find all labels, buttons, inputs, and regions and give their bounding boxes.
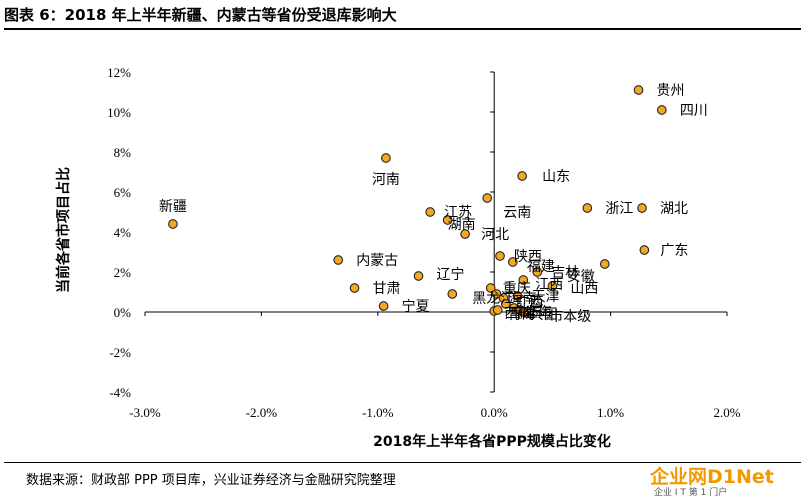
- data-point-天津: [512, 291, 523, 301]
- point-label-吉林: 吉林: [551, 265, 579, 281]
- watermark-sub: 企业 I T 第 1 门户: [654, 486, 727, 497]
- point-label-西藏: 西藏: [504, 306, 532, 322]
- y-tick-label: 4%: [114, 225, 132, 240]
- point-label-兵团: 兵团: [530, 307, 558, 323]
- point-label-湖南: 湖南: [448, 217, 476, 233]
- x-axis-label: 2018年上半年各省PPP规模占比变化: [373, 433, 611, 450]
- point-label-福建: 福建: [527, 259, 555, 275]
- figure-title: 图表 6：2018 年上半年新疆、内蒙古等省份受退库影响大: [4, 4, 801, 30]
- point-label-河南: 河南: [372, 172, 400, 188]
- point-label-山东: 山东: [542, 169, 570, 185]
- data-point-浙江: [582, 203, 593, 213]
- point-label-江苏: 江苏: [444, 205, 472, 221]
- x-tick-label: 2.0%: [713, 405, 740, 420]
- point-label-广西: 广西: [516, 295, 544, 311]
- point-label-青海: 青海: [508, 307, 536, 323]
- d1net-watermark-logo: 企业网D1Net 企业 I T 第 1 门户: [649, 465, 774, 497]
- data-point-甘肃: [349, 283, 360, 293]
- point-label-安徽: 安徽: [567, 269, 595, 285]
- x-tick-label: -3.0%: [129, 405, 161, 420]
- y-tick-label: -4%: [109, 385, 131, 400]
- y-tick-label: 8%: [114, 145, 132, 160]
- point-label-内蒙古: 内蒙古: [356, 253, 398, 269]
- data-point-内蒙古: [333, 255, 344, 265]
- point-label-上海: 上海: [524, 305, 552, 321]
- data-point-江西: [518, 275, 529, 285]
- y-tick-label: 12%: [107, 65, 131, 80]
- data-point-广东: [639, 245, 650, 255]
- x-tick-label: -1.0%: [362, 405, 394, 420]
- point-label-江西: 江西: [535, 277, 563, 293]
- data-point-安徽: [599, 259, 610, 269]
- data-point-新疆: [168, 219, 178, 229]
- axis-ticks: [144, 71, 728, 393]
- y-tick-label: 10%: [107, 105, 131, 120]
- data-point-陕西: [495, 251, 505, 261]
- point-labels: 贵州四川河南 山东新疆 云南 浙江 湖北 江苏湖南河北广东安徽 内蒙古 陕西福建吉林 辽宁江西山…: [159, 83, 708, 325]
- y-tick-label: 6%: [114, 185, 132, 200]
- data-point-青海: [492, 305, 503, 315]
- data-point-四川: [656, 105, 667, 115]
- point-label-云南: 云南: [503, 205, 531, 221]
- point-label-辽宁: 辽宁: [437, 266, 465, 283]
- point-label-天津: 天津: [531, 289, 559, 305]
- data-point-辽宁: [413, 271, 424, 281]
- point-label-重庆: 重庆: [503, 281, 531, 297]
- x-tick-labels: -3.0% -2.0% -1.0% 0.0% 1.0% 2.0%: [129, 405, 740, 420]
- point-label-广东: 广东: [660, 243, 688, 259]
- data-point-云南: [482, 193, 493, 203]
- data-point-河北: [460, 229, 470, 239]
- x-tick-label: 1.0%: [597, 405, 624, 420]
- data-point-重庆: [485, 283, 496, 293]
- data-source-note: 数据来源：财政部 PPP 项目库，兴业证券经济与金融研究院整理: [26, 473, 396, 488]
- data-point-市本级: [518, 307, 529, 317]
- data-point-贵州: [633, 85, 644, 95]
- point-label-市本级: 市本级: [549, 308, 591, 325]
- data-point-山东: [517, 171, 527, 181]
- data-point-山西: [547, 281, 558, 291]
- point-label-贵州: 贵州: [657, 83, 685, 99]
- data-point-江苏: [425, 207, 436, 217]
- point-label-浙江: 浙江: [605, 201, 633, 217]
- data-point-湖北: [637, 203, 647, 213]
- point-label-陕西: 陕西: [514, 249, 542, 265]
- y-axis-label: 当前各省市项目占比: [55, 167, 72, 293]
- footer: 数据来源：财政部 PPP 项目库，兴业证券经济与金融研究院整理 企业网D1Net…: [4, 462, 801, 499]
- data-point-湖南: [442, 215, 453, 225]
- point-label-甘肃: 甘肃: [373, 281, 401, 297]
- data-point-吉林: [532, 267, 543, 277]
- data-point-福建: [507, 257, 518, 267]
- data-points: [168, 85, 667, 317]
- point-label-北京: 北京: [516, 303, 544, 319]
- y-tick-label: -2%: [109, 345, 131, 360]
- x-tick-label: -2.0%: [246, 405, 278, 420]
- point-label-黑龙江: 黑龙江: [472, 291, 514, 307]
- x-tick-label: 0.0%: [481, 405, 508, 420]
- y-tick-labels: 12% 10% 8% 6% 4% 2% 0% -2% -4%: [107, 65, 131, 400]
- data-point-黑龙江: [447, 289, 458, 299]
- data-point-河南: [381, 153, 391, 163]
- point-label-海南: 海南: [509, 291, 537, 307]
- y-tick-label: 2%: [114, 265, 132, 280]
- point-label-山西: 山西: [570, 281, 598, 297]
- point-label-湖北: 湖北: [660, 201, 688, 217]
- point-label-新疆: 新疆: [159, 199, 187, 215]
- data-point-北京: [500, 299, 511, 309]
- y-tick-label: 0%: [114, 305, 132, 320]
- point-label-宁夏: 宁夏: [402, 298, 430, 315]
- point-label-河北: 河北: [481, 227, 509, 243]
- watermark-brand: 企业网D1Net: [649, 465, 774, 488]
- point-label-四川: 四川: [680, 103, 708, 119]
- data-point-宁夏: [378, 301, 389, 311]
